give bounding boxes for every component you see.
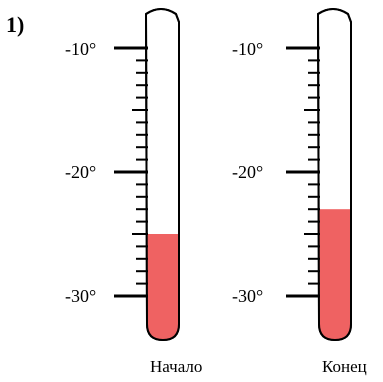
thermometer-start-label-minus-30: -30° [65,286,96,306]
thermometer-end-label-minus-30: -30° [232,286,263,306]
thermometer-start-label-minus-10: -10° [65,39,96,59]
thermometer-start-liquid [146,234,179,340]
thermometer-start-outline [144,8,180,342]
task-number: 1) [6,12,24,37]
thermometer-start: -10° -20° -30° Начало [65,8,202,376]
thermometer-start-caption: Начало [150,357,202,376]
thermometer-end-label-minus-20: -20° [232,162,263,182]
thermometer-end-scale [286,46,320,298]
thermometer-end-outline [316,8,352,342]
thermometer-end-liquid [318,209,351,340]
thermometer-end-label-minus-10: -10° [232,39,263,59]
thermometer-start-label-minus-20: -20° [65,162,96,182]
thermometer-start-scale [114,46,148,298]
thermometer-end-caption: Конец [322,357,367,376]
thermometer-end: -10° -20° -30° Конец [232,8,367,376]
